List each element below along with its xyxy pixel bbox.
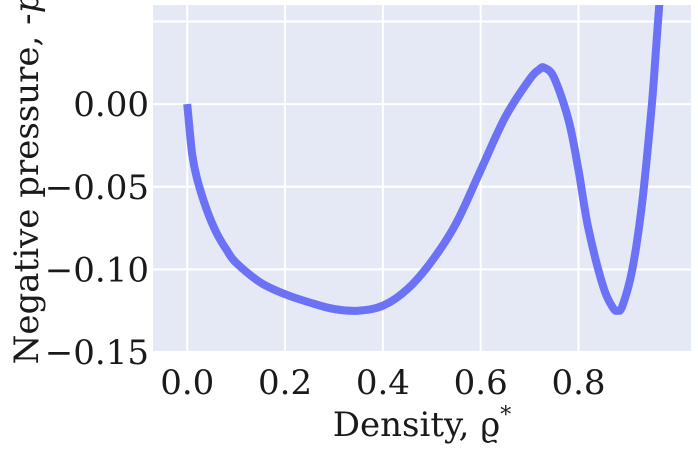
y-tick-label: 0.00 <box>73 85 149 125</box>
x-tick-label: 0.8 <box>551 363 605 403</box>
series-line <box>183 5 664 315</box>
x-tick-label: 0.4 <box>356 363 410 403</box>
y-tick-labels: −0.15 −0.10 −0.05 0.00 <box>45 85 149 373</box>
x-tick-label: 0.2 <box>258 363 312 403</box>
x-tick-label: 0.0 <box>160 363 214 403</box>
y-axis-label: Negative pressure, -p <box>7 0 47 364</box>
y-tick-label: −0.05 <box>45 168 149 208</box>
plot-area <box>153 5 691 352</box>
x-tick-label: 0.6 <box>454 363 508 403</box>
y-tick-label: −0.15 <box>45 333 149 373</box>
series-layer <box>183 5 664 315</box>
y-tick-label: −0.10 <box>45 250 149 290</box>
x-axis-label: Density, ϱ* <box>333 403 512 445</box>
x-tick-labels: 0.0 0.2 0.4 0.6 0.8 <box>160 363 605 403</box>
